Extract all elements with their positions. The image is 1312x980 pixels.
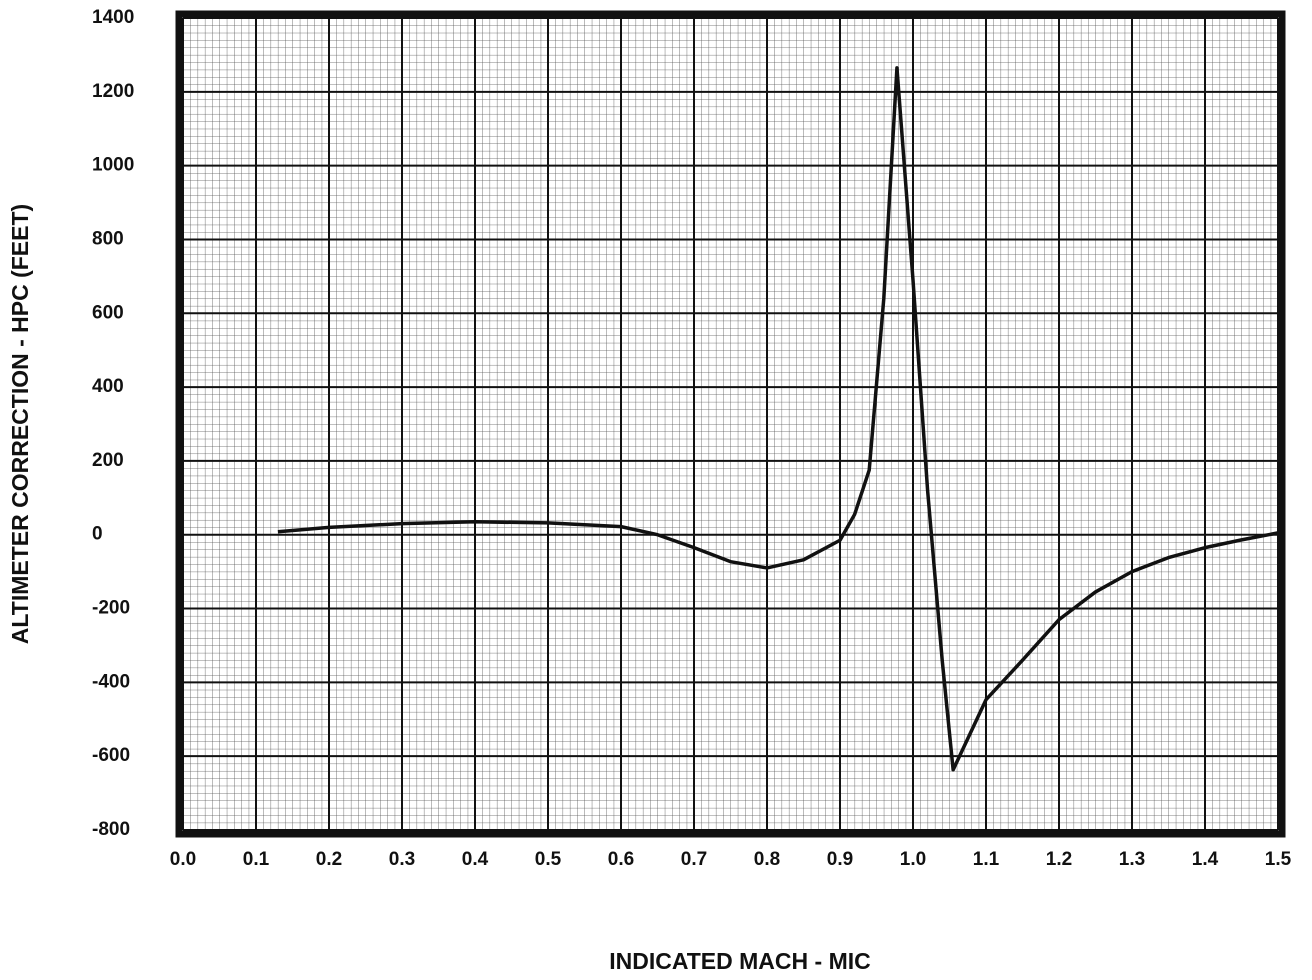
x-tick-label: 0.7 bbox=[681, 849, 707, 870]
x-tick-label: 0.9 bbox=[827, 849, 853, 870]
x-tick-label: 1.3 bbox=[1119, 849, 1145, 870]
x-tick-label: 0.0 bbox=[170, 849, 196, 870]
x-tick-label: 0.8 bbox=[754, 849, 780, 870]
x-tick-label: 1.0 bbox=[900, 849, 926, 870]
x-tick-label: 0.2 bbox=[316, 849, 342, 870]
x-tick-label: 0.6 bbox=[608, 849, 634, 870]
y-tick-label: -600 bbox=[92, 745, 130, 766]
data-line bbox=[277, 66, 1279, 772]
x-tick-label: 0.5 bbox=[535, 849, 562, 870]
x-tick-label: 1.2 bbox=[1046, 849, 1072, 870]
y-tick-label: -800 bbox=[92, 819, 130, 840]
y-tick-label: 1000 bbox=[92, 155, 134, 176]
y-tick-label: -200 bbox=[92, 598, 130, 619]
x-tick-label: 1.1 bbox=[973, 849, 1000, 870]
plot-frame bbox=[175, 10, 1286, 838]
x-tick-label: 0.1 bbox=[243, 849, 270, 870]
y-tick-label: 800 bbox=[92, 228, 124, 249]
y-tick-label: 1200 bbox=[92, 81, 134, 102]
y-tick-label: 400 bbox=[92, 376, 124, 397]
x-tick-label: 0.4 bbox=[462, 849, 489, 870]
y-tick-label: 1400 bbox=[92, 7, 134, 28]
y-tick-label: 600 bbox=[92, 302, 124, 323]
y-tick-label: -400 bbox=[92, 671, 130, 692]
y-axis-title: ALTIMETER CORRECTION - HPC (FEET) bbox=[7, 204, 33, 644]
x-tick-label: 1.5 bbox=[1265, 849, 1292, 870]
x-tick-label: 1.4 bbox=[1192, 849, 1219, 870]
y-tick-label: 200 bbox=[92, 450, 124, 471]
y-tick-label: 0 bbox=[92, 524, 103, 545]
x-tick-label: 0.3 bbox=[389, 849, 415, 870]
x-axis-title: INDICATED MACH - MIC bbox=[609, 948, 871, 974]
minor-grid bbox=[183, 18, 1278, 830]
